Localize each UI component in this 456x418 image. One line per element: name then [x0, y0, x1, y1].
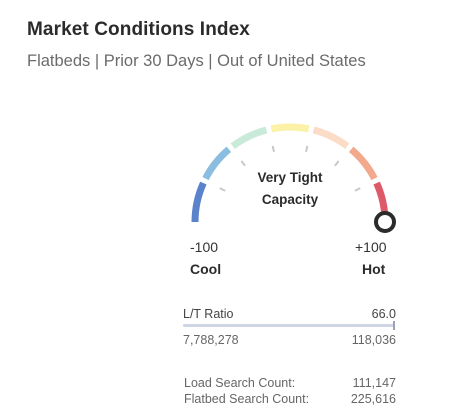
gauge-indicator: [374, 211, 396, 233]
flatbed-search-value: 225,616: [350, 392, 396, 406]
gauge-segment: [270, 123, 310, 133]
lt-ratio-value: 66.0: [371, 307, 396, 321]
gauge-tick: [305, 145, 309, 153]
gauge-status-line1: Very Tight: [257, 170, 323, 185]
page-subtitle: Flatbeds | Prior 30 Days | Out of United…: [27, 52, 366, 70]
flatbed-search-label: Flatbed Search Count:: [184, 392, 310, 406]
gauge-segment: [348, 146, 378, 181]
gauge-tick: [219, 187, 226, 192]
gauge-tick: [354, 187, 361, 192]
page-title: Market Conditions Index: [27, 19, 250, 40]
lt-ratio-bar-fill: [183, 324, 395, 327]
gauge-min-value: -100: [190, 239, 219, 255]
gauge-tick: [240, 160, 246, 167]
gauge-segment: [312, 126, 350, 150]
lt-ratio-label: L/T Ratio: [183, 307, 234, 321]
trucks-count: 118,036: [351, 333, 396, 347]
load-search-value: 111,147: [352, 376, 396, 390]
gauge-tick: [334, 160, 340, 167]
gauge-max-value: +100: [355, 239, 387, 255]
gauge-min-label: Cool: [190, 261, 222, 277]
gauge-max-label: Hot: [362, 261, 386, 277]
gauge-segment: [230, 126, 268, 150]
gauge-status-line2: Capacity: [261, 192, 319, 207]
gauge-tick: [271, 145, 275, 153]
lt-ratio-bar: [183, 321, 395, 330]
gauge-segment: [191, 181, 207, 223]
lt-ratio-bar-marker: [393, 321, 395, 330]
loads-count: 7,788,278: [183, 333, 239, 347]
load-search-label: Load Search Count:: [184, 376, 296, 390]
gauge-segment: [202, 146, 232, 181]
